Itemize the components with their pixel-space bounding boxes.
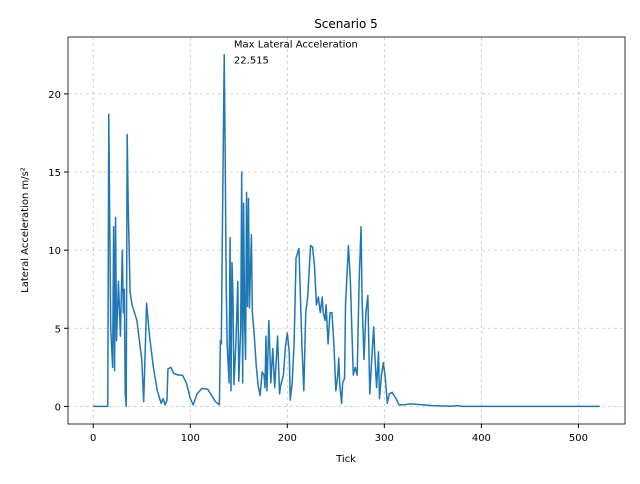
y-tick-label: 10 (48, 246, 61, 257)
x-tick-label: 200 (278, 433, 297, 444)
y-tick-label: 20 (48, 90, 61, 101)
data-line (93, 53, 600, 408)
x-tick-label: 0 (90, 433, 96, 444)
x-tick-label: 100 (181, 433, 200, 444)
x-axis-label: Tick (335, 454, 356, 465)
x-tick-label: 400 (472, 433, 491, 444)
plot-frame (67, 36, 626, 425)
y-axis-label: Lateral Acceleration m/s² (20, 167, 31, 293)
annotation: 22.515 (234, 56, 269, 67)
x-tick-label: 300 (375, 433, 394, 444)
annotation: Max Lateral Acceleration (234, 40, 358, 51)
x-tick-label: 500 (569, 433, 588, 444)
y-tick-label: 5 (55, 324, 61, 335)
y-tick-label: 0 (55, 402, 61, 413)
y-tick-label: 15 (48, 168, 61, 179)
chart-title: Scenario 5 (314, 17, 378, 31)
